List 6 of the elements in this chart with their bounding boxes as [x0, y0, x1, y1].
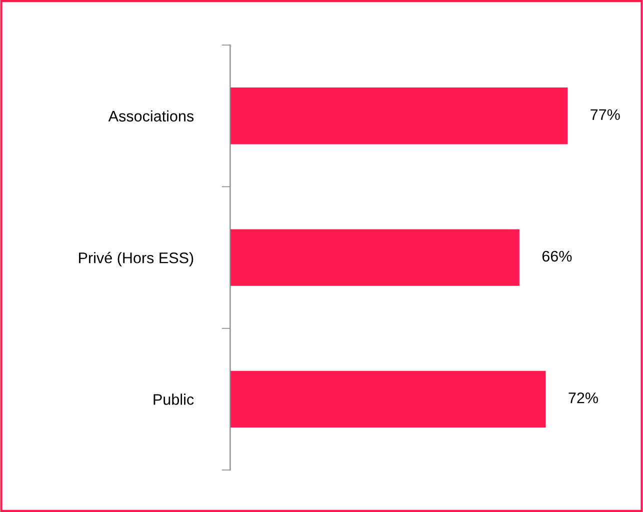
y-tick-label: Associations: [108, 110, 194, 122]
data-label: 72%: [568, 392, 598, 404]
data-label: 66%: [542, 250, 572, 262]
data-label: 77%: [590, 109, 620, 120]
y-tick-label: Public: [154, 394, 194, 405]
y-tick-label: Privé (Hors ESS): [79, 252, 194, 266]
